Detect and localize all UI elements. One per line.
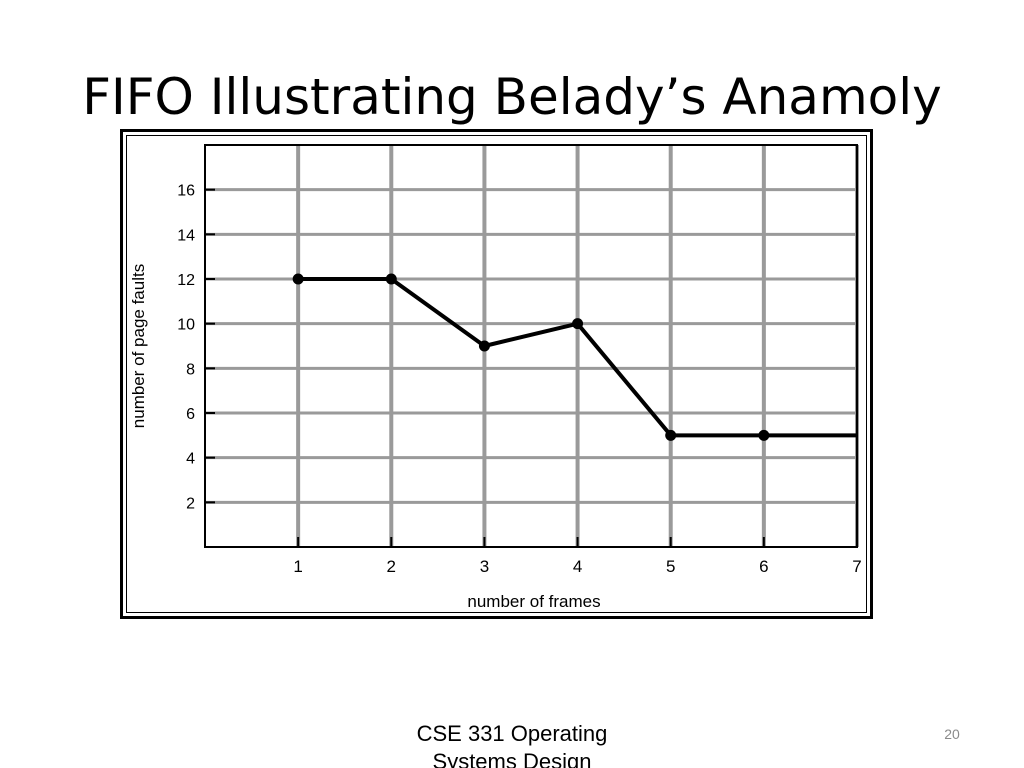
footer: CSE 331 Operating Systems Design xyxy=(385,720,639,768)
y-tick-label: 10 xyxy=(177,317,195,334)
footer-line-1: CSE 331 Operating xyxy=(416,721,608,746)
x-tick-label: 3 xyxy=(480,557,489,576)
x-tick-label: 1 xyxy=(293,557,302,576)
data-points xyxy=(292,273,770,441)
x-tick-labels: 1 2 3 4 5 6 7 xyxy=(293,557,861,576)
y-tick-label: 6 xyxy=(186,406,195,423)
y-tick-label: 16 xyxy=(177,183,195,200)
x-tick-label: 5 xyxy=(666,557,675,576)
x-tick-label: 7 xyxy=(852,557,861,576)
data-point xyxy=(758,429,770,441)
footer-line-2: Systems Design xyxy=(432,749,592,768)
data-point xyxy=(572,318,584,330)
data-point xyxy=(385,273,397,285)
grid xyxy=(205,145,859,547)
ticks xyxy=(205,188,858,547)
y-tick-label: 14 xyxy=(177,227,195,244)
slide-title: FIFO Illustrating Belady’s Anamoly xyxy=(82,68,942,126)
x-tick-label: 6 xyxy=(759,557,768,576)
chart-inner-frame xyxy=(126,135,867,613)
y-tick-label: 8 xyxy=(186,361,195,378)
x-axis-label: number of frames xyxy=(467,592,600,611)
y-tick-label: 4 xyxy=(186,451,195,468)
data-point xyxy=(665,429,677,441)
y-tick-label: 12 xyxy=(177,272,195,289)
data-point xyxy=(292,273,304,285)
plot-area-border xyxy=(204,144,858,548)
y-tick-label: 2 xyxy=(186,495,195,512)
y-tick-labels: 2 4 6 8 10 12 14 16 xyxy=(177,183,195,513)
chart-outer-frame xyxy=(120,129,873,619)
page-number: 20 xyxy=(944,726,960,742)
x-tick-label: 2 xyxy=(387,557,396,576)
data-point xyxy=(478,340,490,352)
y-axis-label: number of page faults xyxy=(129,264,148,428)
x-tick-label: 4 xyxy=(573,557,582,576)
